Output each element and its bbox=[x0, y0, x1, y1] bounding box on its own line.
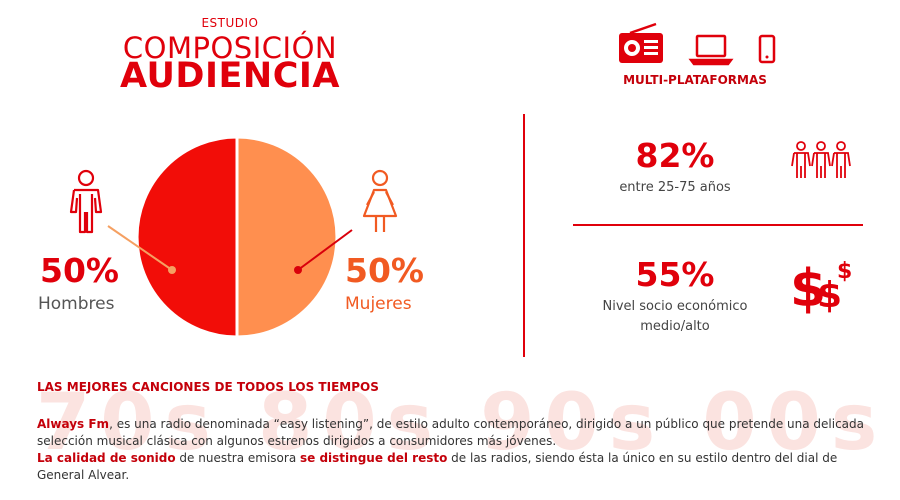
age-stat-label: entre 25-75 años bbox=[619, 180, 731, 195]
women-connector-line bbox=[297, 229, 353, 271]
man-icon bbox=[69, 169, 103, 234]
dollar-glyph-large: $ bbox=[790, 259, 827, 319]
brand-name: Always Fm bbox=[37, 417, 110, 431]
women-connector-dot bbox=[294, 266, 302, 274]
group-people-icon bbox=[791, 141, 851, 178]
study-kicker: ESTUDIO bbox=[201, 16, 259, 30]
section-heading: LAS MEJORES CANCIONES DE TODOS LOS TIEMP… bbox=[37, 380, 379, 394]
radio-icon bbox=[619, 22, 663, 63]
women-percentage: 50% bbox=[345, 251, 424, 290]
socioeconomic-stat-label: Nivel socio económico medio/alto bbox=[582, 297, 768, 337]
dollar-signs-icon: $ $ $ bbox=[790, 255, 860, 325]
men-percentage: 50% bbox=[40, 251, 119, 290]
socioeconomic-label-line-2: medio/alto bbox=[640, 319, 710, 334]
dollar-glyph-small: $ bbox=[837, 259, 853, 284]
women-label: Mujeres bbox=[345, 294, 412, 314]
pie-slice-hombres bbox=[135, 135, 239, 339]
smartphone-icon bbox=[758, 34, 776, 64]
laptop-icon bbox=[688, 34, 734, 66]
description-text-3: de las radios, siendo ésta la único en s… bbox=[37, 451, 838, 482]
woman-icon bbox=[362, 169, 398, 232]
description-text-2: de nuestra emisora bbox=[175, 451, 300, 465]
pie-slice-mujeres bbox=[235, 135, 339, 339]
decades-watermark: 70s 80s 90s 00s bbox=[36, 378, 888, 468]
pie-slices bbox=[135, 135, 339, 339]
men-connector-dot bbox=[168, 266, 176, 274]
vertical-divider bbox=[523, 114, 525, 357]
title-line-2: AUDIENCIA bbox=[119, 56, 340, 96]
age-stat-value: 82% bbox=[635, 136, 715, 175]
men-connector-line bbox=[107, 225, 173, 271]
title-line-1: COMPOSICIÓN bbox=[122, 31, 338, 65]
horizontal-divider bbox=[573, 224, 863, 226]
distinguish-highlight: se distingue del resto bbox=[300, 451, 448, 465]
description-text-1: , es una radio denominada “easy listenin… bbox=[37, 417, 865, 448]
socioeconomic-label-line-1: Nivel socio económico bbox=[602, 299, 748, 314]
men-label: Hombres bbox=[38, 294, 115, 314]
sound-quality-highlight: La calidad de sonido bbox=[37, 451, 176, 465]
dollar-glyph-medium: $ bbox=[817, 275, 843, 316]
multiplatform-label: MULTI-PLATAFORMAS bbox=[623, 73, 767, 87]
description-paragraph: Always Fm, es una radio denominada “easy… bbox=[37, 416, 867, 484]
socioeconomic-stat-value: 55% bbox=[635, 255, 715, 294]
